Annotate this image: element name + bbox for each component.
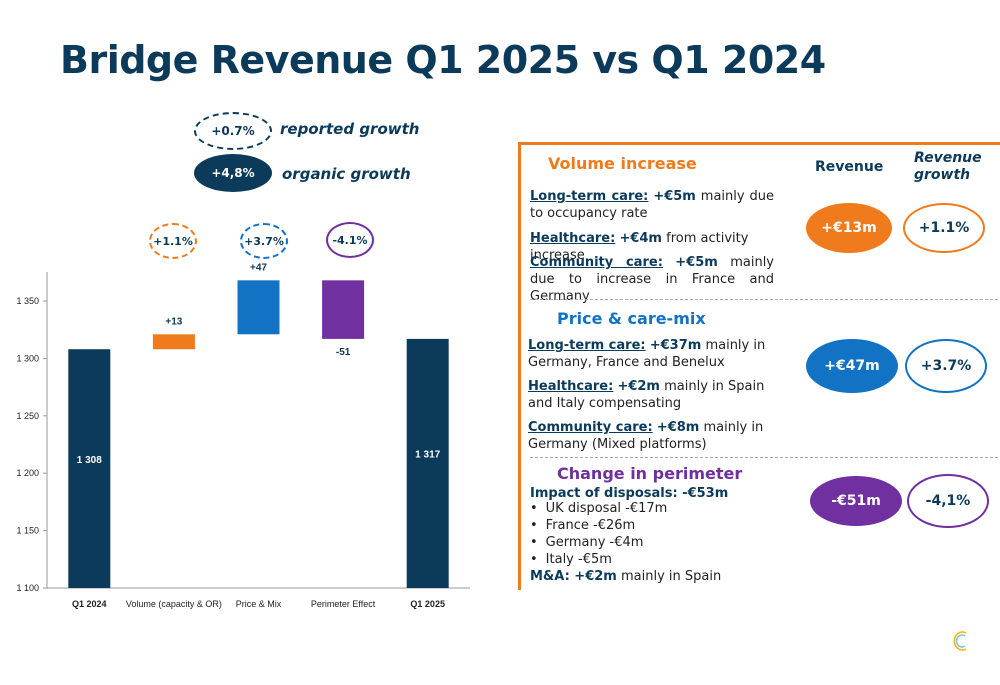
volume-line-ltc: Long-term care: +€5m mainly due to occup…: [530, 189, 774, 221]
price-line-healthcare: Healthcare: +€2m mainly in Spain and Ita…: [528, 379, 765, 411]
price-section-title: Price & care-mix: [557, 309, 706, 328]
explanation-panel: [518, 142, 1000, 590]
perimeter-growth-badge-value: -4.1%: [332, 233, 368, 247]
y-tick-label: 1 300: [16, 353, 39, 363]
company-logo-icon: [953, 631, 967, 651]
ma-line: M&A: +€2m mainly in Spain: [530, 569, 722, 584]
y-tick-label: 1 350: [16, 296, 39, 306]
perimeter-section-title: Change in perimeter: [557, 464, 743, 483]
reported-growth-badge: +0.7%: [194, 112, 272, 150]
x-tick-label: Perimeter Effect: [311, 599, 376, 609]
organic-growth-badge: +4,8%: [194, 154, 272, 192]
data-label: 1 308: [77, 455, 102, 466]
list-item: Germany -€4m: [530, 534, 667, 551]
waterfall-chart: 1 100 1 150 1 200 1 250 1 300 1 350 1 308 Q1 20…: [16, 262, 470, 609]
price-growth-result: +3.7%: [905, 339, 987, 393]
volume-section-title: Volume increase: [548, 154, 697, 173]
page-title: Bridge Revenue Q1 2025 vs Q1 2024: [60, 38, 826, 82]
volume-revenue-badge: +€13m: [806, 203, 892, 253]
list-item: Italy -€5m: [530, 551, 667, 568]
data-label: 1 317: [415, 450, 440, 461]
section-divider: [530, 299, 998, 300]
chart-bar: [322, 280, 365, 339]
perimeter-growth-badge: -4.1%: [326, 222, 374, 258]
y-tick-label: 1 200: [16, 468, 39, 478]
list-item: UK disposal -€17m: [530, 500, 668, 517]
price-revenue-badge: +€47m: [806, 339, 898, 393]
section-divider-2: [530, 457, 998, 458]
organic-growth-value: +4,8%: [211, 166, 255, 180]
reported-growth-value: +0.7%: [211, 124, 255, 138]
disposals-list: UK disposal -€17m France -€26m Germany -…: [530, 500, 668, 568]
x-tick-label: Volume (capacity & OR): [126, 599, 222, 609]
volume-line-community: Community care: +€5m mainly due to incre…: [530, 255, 775, 304]
chart-bar: [406, 338, 449, 588]
chart-bar: [237, 280, 280, 335]
y-tick-label: 1 150: [16, 526, 39, 536]
x-tick-label: Q1 2024: [72, 599, 107, 609]
disposals-label: Impact of disposals: -€53m: [530, 486, 729, 501]
volume-growth-badge-value: +1.1%: [153, 234, 193, 248]
perimeter-revenue-badge: -€51m: [810, 476, 902, 526]
y-tick-label: 1 250: [16, 411, 39, 421]
data-label: +13: [165, 316, 182, 327]
price-growth-badge-value: +3.7%: [244, 234, 284, 248]
volume-growth-result: +1.1%: [903, 203, 985, 253]
data-label: -51: [336, 347, 351, 358]
list-item: France -€26m: [530, 517, 667, 534]
x-tick-label: Price & Mix: [236, 599, 282, 609]
price-growth-badge: +3.7%: [240, 223, 288, 259]
chart-bar: [68, 349, 111, 588]
x-tick-label: Q1 2025: [410, 599, 445, 609]
data-label: +47: [250, 262, 267, 273]
price-line-ltc: Long-term care: +€37m mainly in Germany,…: [528, 338, 766, 370]
price-line-community: Community care: +€8m mainly in Germany (…: [528, 420, 764, 452]
volume-line-healthcare: Healthcare: +€4m from activity increase: [530, 231, 749, 263]
growth-column-header: Revenue growth: [914, 150, 982, 183]
y-tick-label: 1 100: [16, 583, 39, 593]
volume-growth-badge: +1.1%: [149, 223, 197, 259]
revenue-column-header: Revenue: [815, 159, 884, 175]
perimeter-growth-result: -4,1%: [907, 474, 989, 528]
chart-bar: [152, 334, 195, 350]
reported-growth-label: reported growth: [280, 120, 420, 138]
organic-growth-label: organic growth: [282, 165, 411, 183]
